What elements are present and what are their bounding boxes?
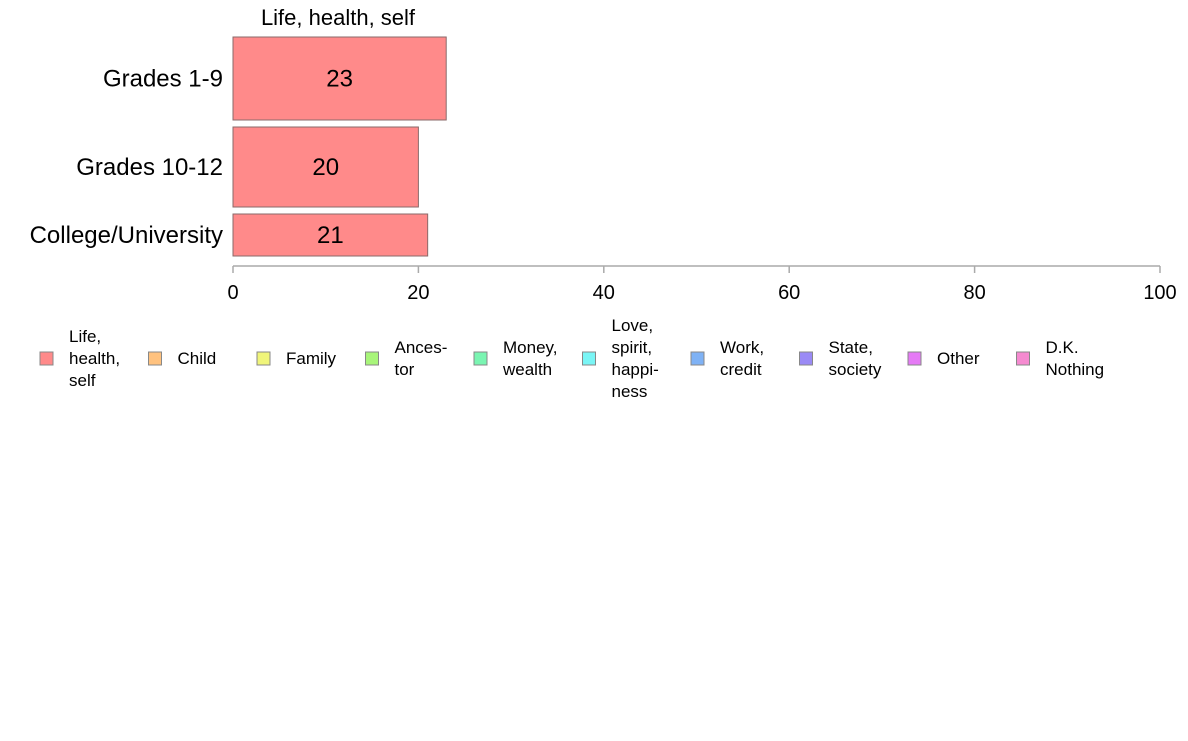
x-tick-label-0: 0 [227, 282, 238, 304]
bar-value-label-2: 21 [317, 222, 344, 249]
legend-label-3: Ances-tor [395, 338, 448, 379]
chart-title: Life, health, self [261, 5, 416, 30]
legend-swatch-2 [256, 351, 271, 366]
legend-swatch-5 [582, 351, 596, 366]
legend-label-9: D.K. Nothing [1046, 338, 1105, 379]
x-axis: 0 20 40 60 80 100 [227, 265, 1177, 304]
legend-swatch-8 [907, 351, 922, 366]
legend: Life, health, self Child Family Ances-tor Mone… [39, 316, 1105, 401]
x-tick-label-3: 60 [778, 282, 800, 304]
x-tick-label-1: 20 [407, 282, 429, 304]
legend-label-2: Family [286, 349, 337, 368]
legend-label-5: Love, spirit, happi-ness [612, 316, 659, 401]
legend-swatch-6 [690, 351, 705, 366]
legend-swatch-1 [148, 351, 162, 366]
legend-swatch-3 [365, 351, 379, 366]
category-label-0: Grades 1-9 [103, 66, 223, 93]
legend-swatch-0 [39, 351, 54, 366]
category-label-2: College/University [30, 222, 223, 249]
legend-swatch-7 [799, 351, 813, 366]
legend-swatch-4 [473, 351, 488, 366]
legend-label-1: Child [178, 349, 217, 368]
legend-label-4: Money, wealth [502, 338, 558, 379]
bar-0 [232, 36, 447, 121]
category-label-1: Grades 10-12 [76, 154, 223, 181]
legend-label-6: Work, credit [720, 338, 764, 379]
x-tick-label-5: 100 [1143, 282, 1176, 304]
legend-swatch-9 [1016, 351, 1030, 366]
legend-label-8: Other [937, 349, 980, 368]
x-tick-label-2: 40 [593, 282, 615, 304]
bars-layer: 23 Grades 1-9 20 Grades 10-12 21 College/Univ… [30, 36, 447, 257]
bar-1 [232, 126, 419, 208]
legend-label-0: Life, health, self [69, 327, 120, 390]
legend-label-7: State, society [829, 338, 882, 379]
bar-value-label-1: 20 [312, 154, 339, 181]
bar-value-label-0: 23 [326, 66, 353, 93]
x-tick-label-4: 80 [963, 282, 985, 304]
bar-2 [232, 213, 429, 257]
